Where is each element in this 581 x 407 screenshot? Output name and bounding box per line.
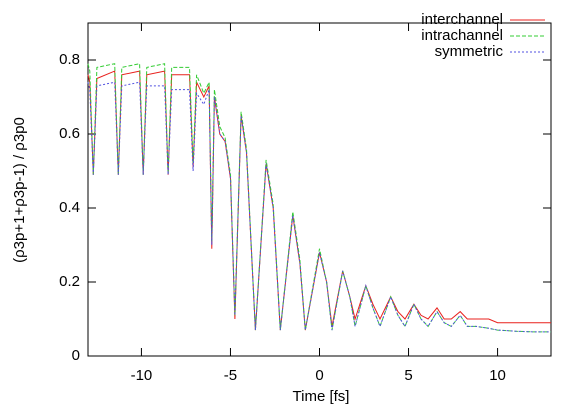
legend-label: interchannel <box>421 11 503 28</box>
series-line <box>87 70 551 331</box>
y-tick-label: 0 <box>72 347 80 364</box>
y-tick-label: 0.2 <box>59 273 80 290</box>
x-tick-label: 10 <box>489 367 506 384</box>
legend-label: intrachannel <box>421 27 503 44</box>
x-tick-label: 0 <box>315 367 323 384</box>
y-tick-label: 0.4 <box>59 199 80 216</box>
y-tick-label: 0.8 <box>59 51 80 68</box>
series-line <box>87 63 551 333</box>
x-tick-label: -5 <box>224 367 237 384</box>
y-axis-label: (ρ3p+1+ρ3p-1) / ρ3p0 <box>11 117 28 263</box>
x-axis-label: Time [fs] <box>293 388 350 405</box>
series-line <box>87 81 551 333</box>
x-tick-label: 5 <box>404 367 412 384</box>
legend-label: symmetric <box>435 43 504 60</box>
y-tick-label: 0.6 <box>59 125 80 142</box>
x-tick-label: -10 <box>131 367 153 384</box>
